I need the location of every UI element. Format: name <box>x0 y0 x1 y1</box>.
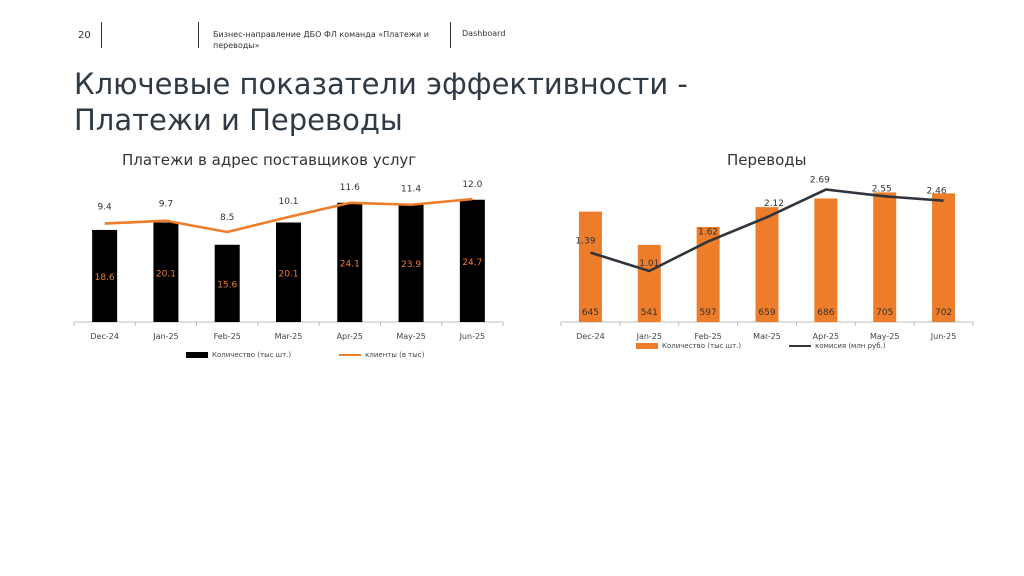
bar-value-label: 702 <box>935 308 952 318</box>
legend-label-commission: комисия (млн руб.) <box>815 342 886 350</box>
bar <box>696 226 720 322</box>
bar-value-label: 541 <box>641 308 658 318</box>
bar <box>637 244 661 322</box>
legend-label-clients: клиенты (в тыс) <box>365 351 425 359</box>
x-tick-label: Jan-25 <box>636 332 662 341</box>
bar <box>398 203 424 322</box>
line-value-label: 8.5 <box>220 213 234 223</box>
line-value-label: 9.4 <box>97 203 112 213</box>
bar <box>459 199 485 322</box>
line-value-label: 1.62 <box>698 227 718 237</box>
bar-value-label: 15.6 <box>217 280 237 290</box>
bar-value-label: 20.1 <box>278 269 298 279</box>
bar-value-label: 659 <box>758 308 775 318</box>
bar <box>814 198 838 322</box>
bar <box>337 202 363 322</box>
transfers-legend: Количество (тыс шт.) комисия (млн руб.) <box>636 342 885 350</box>
legend-swatch-bar <box>186 352 208 358</box>
line-series <box>590 188 944 273</box>
header-divider <box>450 22 451 48</box>
x-tick-label: Feb-25 <box>695 332 722 341</box>
x-tick-label: Feb-25 <box>214 332 241 341</box>
slide-header: 20 Бизнес-направление ДБО ФЛ команда «Пл… <box>0 0 1024 52</box>
legend-swatch-bar <box>636 343 658 349</box>
bar-value-label: 20.1 <box>156 269 176 279</box>
x-tick-label: May-25 <box>870 332 899 341</box>
line-value-label: 10.1 <box>278 197 298 207</box>
x-tick-label: Jan-25 <box>152 332 178 341</box>
legend-label-count: Количество (тыс шт.) <box>212 351 292 359</box>
legend-swatch-line <box>789 345 812 347</box>
line-value-label: 1.01 <box>639 259 659 269</box>
bar-value-label: 18.6 <box>95 273 115 283</box>
x-tick-label: Mar-25 <box>275 332 303 341</box>
legend-swatch-line <box>339 354 362 356</box>
line-value-label: 1.39 <box>575 237 595 247</box>
x-tick-label: Jun-25 <box>930 332 957 341</box>
bar <box>873 192 897 322</box>
x-tick-label: May-25 <box>396 332 425 341</box>
division-name: Бизнес-направление ДБО ФЛ команда «Плате… <box>213 30 429 50</box>
bar-value-label: 597 <box>700 308 717 318</box>
payments-legend: Количество (тыс шт.) клиенты (в тыс) <box>186 351 424 359</box>
line-value-label: 11.4 <box>401 185 421 195</box>
line-series <box>104 197 473 234</box>
bar-value-label: 23.9 <box>401 260 421 270</box>
x-tick-label: Dec-24 <box>576 332 605 341</box>
bar-value-label: 24.1 <box>340 259 360 269</box>
legend-label-count: Количество (тыс шт.) <box>662 342 742 350</box>
section-name: Dashboard <box>462 29 506 38</box>
line-value-label: 9.7 <box>159 200 173 210</box>
x-tick-label: Jun-25 <box>459 332 486 341</box>
bar <box>276 222 301 322</box>
x-tick-label: Apr-25 <box>337 332 363 341</box>
header-divider <box>198 22 199 48</box>
x-tick-label: Mar-25 <box>753 332 781 341</box>
x-tick-label: Dec-24 <box>90 332 119 341</box>
line-value-label: 2.12 <box>764 199 784 209</box>
page-number: 20 <box>78 30 91 41</box>
bar-value-label: 24.7 <box>462 258 482 268</box>
bar <box>755 207 779 322</box>
header-divider <box>101 22 102 48</box>
line-value-label: 11.6 <box>340 183 360 193</box>
line-value-label: 2.55 <box>872 184 892 194</box>
line-value-label: 2.46 <box>927 187 947 197</box>
bar-value-label: 705 <box>876 308 893 318</box>
bar-value-label: 686 <box>817 308 834 318</box>
bar <box>153 222 179 322</box>
line-value-label: 2.69 <box>810 176 830 186</box>
bar-value-label: 645 <box>582 308 599 318</box>
page-title: Ключевые показатели эффективности - Плат… <box>74 67 688 137</box>
bar <box>214 244 240 322</box>
bar <box>932 193 956 322</box>
line-value-label: 12.0 <box>462 180 482 190</box>
chart-title-transfers: Переводы <box>727 151 807 169</box>
chart-title-payments: Платежи в адрес поставщиков услуг <box>122 151 417 169</box>
bar <box>92 229 118 322</box>
x-tick-label: Apr-25 <box>813 332 839 341</box>
bar <box>578 211 602 322</box>
